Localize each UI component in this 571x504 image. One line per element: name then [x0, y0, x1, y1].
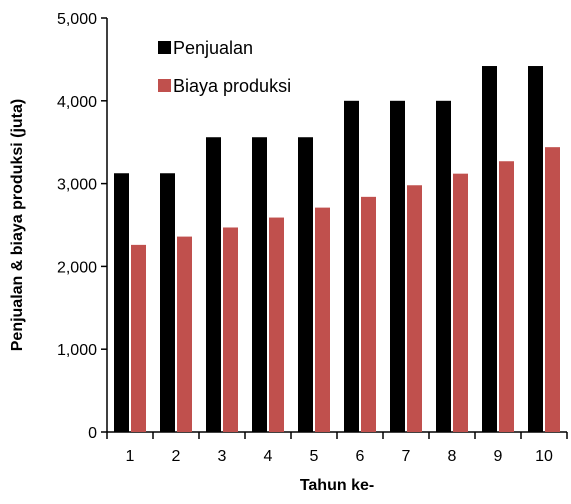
bar-biaya-produksi [131, 244, 146, 432]
bar-biaya-produksi [361, 196, 376, 432]
x-tick-label: 8 [448, 448, 457, 465]
y-tick-label: 4,000 [57, 94, 97, 111]
bar-penjualan [436, 100, 451, 433]
bar-biaya-produksi [453, 173, 468, 432]
bar-penjualan [206, 137, 221, 432]
bar-penjualan [390, 100, 405, 433]
x-tick-label: 6 [356, 448, 365, 465]
x-tick-label: 1 [126, 448, 135, 465]
x-tick-label: 2 [172, 448, 181, 465]
x-tick-label: 4 [264, 448, 273, 465]
bar-biaya-produksi [223, 227, 238, 432]
x-tick-label: 10 [535, 448, 553, 465]
bar-biaya-produksi [315, 207, 330, 432]
y-tick-label: 0 [88, 425, 97, 442]
y-tick-label: 2,000 [57, 259, 97, 276]
bar-biaya-produksi [177, 236, 192, 432]
bar-biaya-produksi [545, 147, 560, 432]
bar-biaya-produksi [499, 161, 514, 432]
legend-swatch [158, 79, 171, 92]
bar-biaya-produksi [269, 217, 284, 432]
y-tick-label: 3,000 [57, 177, 97, 194]
bar-penjualan [528, 66, 543, 433]
bar-penjualan [114, 173, 129, 432]
bar-penjualan [160, 173, 175, 432]
y-tick-label: 1,000 [57, 342, 97, 359]
x-tick-label: 7 [402, 448, 411, 465]
bar-penjualan [344, 100, 359, 433]
x-tick-label: 9 [494, 448, 503, 465]
legend-swatch [158, 41, 171, 54]
bar-penjualan [482, 66, 497, 433]
y-tick-label: 5,000 [57, 11, 97, 28]
bar-penjualan [298, 137, 313, 432]
legend-label: Penjualan [173, 38, 253, 58]
bar-biaya-produksi [407, 185, 422, 432]
bar-penjualan [252, 137, 267, 432]
x-tick-label: 5 [310, 448, 319, 465]
x-axis-label: Tahun ke- [300, 477, 374, 494]
x-tick-label: 3 [218, 448, 227, 465]
y-axis-label: Penjualan & biaya produksi (juta) [9, 99, 26, 352]
legend-label: Biaya produksi [173, 76, 291, 96]
